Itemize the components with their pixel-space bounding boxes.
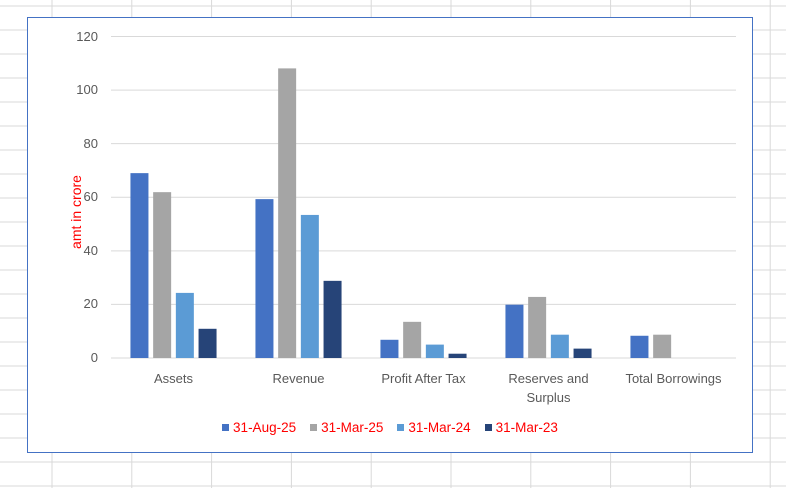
- plot-area: [111, 36, 736, 359]
- legend-item[interactable]: 31-Mar-25: [310, 420, 383, 435]
- bar-31-Mar-25-assets[interactable]: [153, 192, 172, 358]
- bar-31-Aug-25-profit-after-tax[interactable]: [380, 339, 399, 358]
- bar-31-Mar-24-assets[interactable]: [175, 292, 194, 358]
- legend-label: 31-Mar-24: [408, 420, 471, 435]
- y-tick-label: 20: [83, 296, 98, 312]
- legend-item[interactable]: 31-Mar-24: [397, 420, 471, 435]
- x-category-label: Reserves and Surplus: [508, 371, 589, 405]
- legend-item[interactable]: 31-Aug-25: [222, 420, 296, 435]
- legend-swatch: [484, 424, 492, 431]
- bar-31-Mar-23-profit-after-tax[interactable]: [448, 353, 467, 358]
- legend-label: 31-Aug-25: [233, 420, 297, 435]
- y-tick-label: 60: [83, 189, 98, 205]
- x-category-label: Assets: [153, 371, 193, 386]
- x-category-label: Revenue: [272, 371, 325, 386]
- bar-31-Mar-24-profit-after-tax[interactable]: [425, 344, 444, 358]
- legend-swatch: [222, 424, 230, 431]
- bar-31-Aug-25-total-borrowings[interactable]: [630, 335, 649, 358]
- bar-31-Mar-25-reserves-and-surplus[interactable]: [528, 296, 547, 358]
- bar-31-Mar-23-reserves-and-surplus[interactable]: [573, 348, 592, 358]
- bar-31-Aug-25-revenue[interactable]: [255, 199, 274, 358]
- bar-31-Aug-25-reserves-and-surplus[interactable]: [505, 304, 524, 358]
- x-category-label: Profit After Tax: [381, 371, 466, 386]
- bar-31-Aug-25-assets[interactable]: [130, 173, 149, 358]
- y-tick-label: 80: [83, 135, 98, 151]
- bar-31-Mar-25-profit-after-tax[interactable]: [403, 321, 422, 358]
- legend-label: 31-Mar-25: [321, 420, 384, 435]
- legend-item[interactable]: 31-Mar-23: [484, 420, 558, 435]
- bar-31-Mar-24-reserves-and-surplus[interactable]: [550, 334, 569, 358]
- bar-31-Mar-25-total-borrowings[interactable]: [653, 334, 672, 358]
- legend: 31-Aug-25 31-Mar-25 31-Mar-24 31-Mar-23: [28, 420, 752, 435]
- legend-swatch: [310, 424, 318, 431]
- bar-31-Mar-23-assets[interactable]: [198, 328, 217, 358]
- y-tick-label: 100: [76, 82, 98, 98]
- chart-area[interactable]: 0 20 40 60 80 100 120 amt in crore Assets Reven…: [27, 17, 753, 453]
- bar-31-Mar-25-revenue[interactable]: [278, 68, 297, 358]
- bar-31-Mar-24-revenue[interactable]: [300, 214, 319, 358]
- legend-label: 31-Mar-23: [495, 420, 558, 435]
- legend-swatch: [397, 424, 405, 431]
- bar-31-Mar-23-revenue[interactable]: [323, 280, 342, 358]
- y-tick-label: 0: [90, 350, 98, 365]
- y-tick-label: 40: [83, 242, 98, 258]
- y-tick-label: 120: [76, 28, 98, 44]
- y-axis-title: amt in crore: [68, 175, 84, 249]
- x-category-label: Total Borrowings: [625, 371, 722, 386]
